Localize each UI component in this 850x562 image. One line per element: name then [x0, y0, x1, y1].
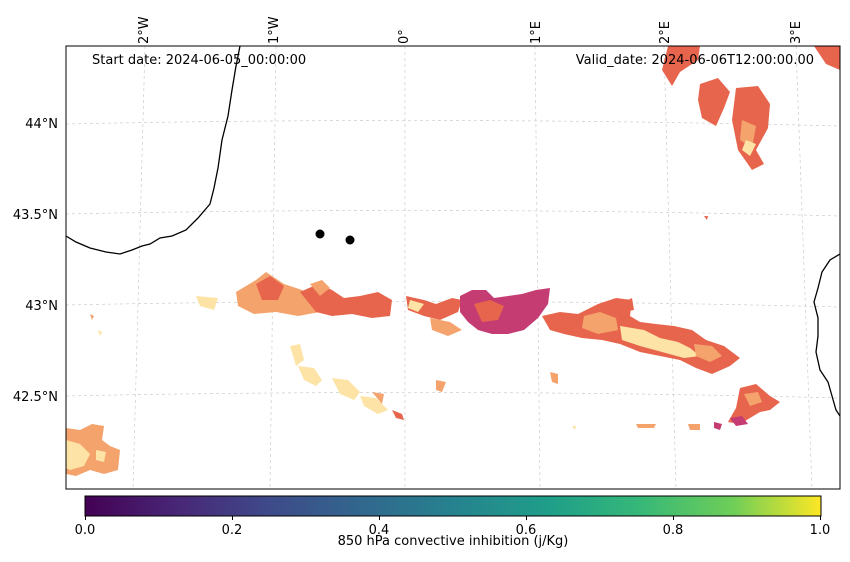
- station-marker: [345, 235, 355, 245]
- field-patch: [372, 392, 384, 404]
- field-patch: [436, 380, 446, 392]
- field-patch: [310, 280, 330, 296]
- field-patch: [408, 300, 424, 312]
- field-patch: [430, 318, 462, 336]
- colorbar-tick-marks: [85, 516, 821, 520]
- lat-tick-label: 42.5°N: [13, 390, 58, 405]
- field-patch: [550, 372, 558, 384]
- inhibition-field: [66, 46, 840, 476]
- field-patch: [740, 120, 756, 148]
- field-patch: [360, 396, 388, 414]
- field-patch: [460, 288, 550, 334]
- graticule: [66, 46, 840, 489]
- field-patch: [332, 378, 360, 400]
- field-patch: [572, 426, 576, 430]
- start-date-label: Start date: 2024-06-05_00:00:00: [92, 53, 306, 68]
- field-patch: [298, 366, 322, 386]
- lat-tick-label: 44°N: [25, 117, 58, 132]
- field-patch: [744, 392, 762, 406]
- colorbar: 0.0 0.2 0.4 0.6 0.8 1.0 850 hPa convecti…: [75, 495, 831, 549]
- field-patch: [392, 410, 404, 420]
- lon-tick-label: 2°W: [137, 16, 152, 44]
- colorbar-tick-label: 0.8: [663, 523, 684, 538]
- field-patch: [90, 314, 94, 320]
- lon-tick-label: 0°: [397, 29, 412, 44]
- field-patch: [814, 46, 840, 70]
- field-patch: [474, 300, 504, 322]
- lon-tick-label: 2°E: [658, 21, 673, 44]
- map-frame: [65, 45, 841, 490]
- station-marker: [315, 229, 325, 239]
- colorbar-label: 850 hPa convective inhibition (j/Kg): [338, 534, 569, 549]
- map-area: [66, 46, 840, 489]
- lon-ticks: 2°W 1°W 0° 1°E 2°E 3°E: [137, 16, 804, 44]
- colorbar-tick-label: 0.0: [75, 523, 96, 538]
- lon-tick-label: 3°E: [789, 21, 804, 44]
- field-patch: [698, 78, 730, 126]
- colorbar-tick-label: 1.0: [810, 523, 831, 538]
- lat-ticks: 44°N 43.5°N 43°N 42.5°N: [13, 117, 58, 405]
- valid-date-label: Valid_date: 2024-06-06T12:00:00.00: [576, 53, 814, 68]
- lon-tick-label: 1°E: [529, 21, 544, 44]
- lon-tick-label: 1°W: [267, 16, 282, 44]
- field-patch: [196, 296, 218, 310]
- station-markers: [315, 229, 355, 245]
- lat-tick-label: 43°N: [25, 299, 58, 314]
- field-patch: [704, 216, 708, 220]
- field-patch: [290, 344, 304, 366]
- field-patch: [688, 424, 700, 430]
- field-patch: [66, 440, 90, 470]
- colorbar-tick-label: 0.2: [222, 523, 243, 538]
- colorbar-tick-label: 0.4: [369, 523, 390, 538]
- colorbar-gradient: [84, 495, 822, 517]
- field-patch: [694, 344, 722, 362]
- field-patch: [96, 450, 106, 462]
- field-patch: [582, 312, 618, 334]
- coastline: [66, 46, 840, 417]
- field-patch: [730, 416, 748, 426]
- field-patch: [620, 326, 700, 358]
- field-patch: [636, 424, 656, 428]
- field-patch: [620, 298, 634, 312]
- field-patch: [714, 422, 722, 430]
- field-patch: [406, 296, 462, 320]
- colorbar-tick-label: 0.6: [516, 523, 537, 538]
- lat-tick-label: 43.5°N: [13, 208, 58, 223]
- field-patch: [98, 330, 102, 336]
- field-patch: [256, 276, 284, 300]
- field-patch: [662, 46, 700, 86]
- field-patch: [742, 140, 756, 156]
